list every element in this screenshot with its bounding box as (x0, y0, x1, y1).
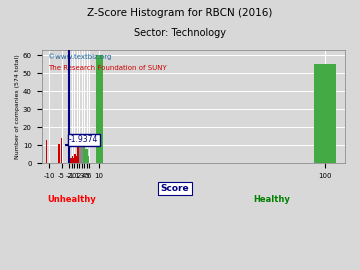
Bar (87, 149, 88, 164)
Bar (68, 146, 70, 164)
Text: Sector: Technology: Sector: Technology (134, 28, 226, 38)
Text: Z-Score Histogram for RBCN (2016): Z-Score Histogram for RBCN (2016) (87, 8, 273, 18)
Text: Score: Score (161, 184, 189, 193)
Bar (71, 158, 72, 164)
Bar (80, 142, 81, 164)
Bar (74, 154, 75, 164)
Bar (73, 158, 74, 164)
Bar (85, 149, 86, 164)
Y-axis label: Number of companies (574 total): Number of companies (574 total) (15, 55, 20, 159)
Bar (314, 65, 336, 164)
Bar (61, 138, 62, 164)
Bar (86, 156, 87, 164)
Bar (83, 144, 84, 164)
Text: Healthy: Healthy (254, 195, 291, 204)
Bar (75, 154, 76, 164)
Text: ©www.textbiz.org: ©www.textbiz.org (48, 53, 111, 60)
Bar (80, 138, 81, 164)
Bar (85, 151, 86, 164)
Bar (81, 146, 82, 164)
Bar (46, 140, 48, 164)
Bar (79, 147, 80, 164)
Bar (96, 56, 103, 164)
Bar (82, 146, 83, 164)
Bar (72, 156, 73, 164)
Text: -1.9374: -1.9374 (69, 135, 99, 144)
Bar (76, 156, 77, 164)
Bar (77, 147, 78, 164)
Bar (70, 158, 71, 164)
Bar (81, 147, 82, 164)
Bar (86, 149, 87, 164)
Bar (88, 156, 89, 164)
Text: The Research Foundation of SUNY: The Research Foundation of SUNY (48, 65, 166, 71)
Text: Unhealthy: Unhealthy (48, 195, 96, 204)
Bar (58, 144, 60, 164)
Bar (78, 144, 79, 164)
Bar (84, 147, 85, 164)
Bar (87, 154, 88, 164)
